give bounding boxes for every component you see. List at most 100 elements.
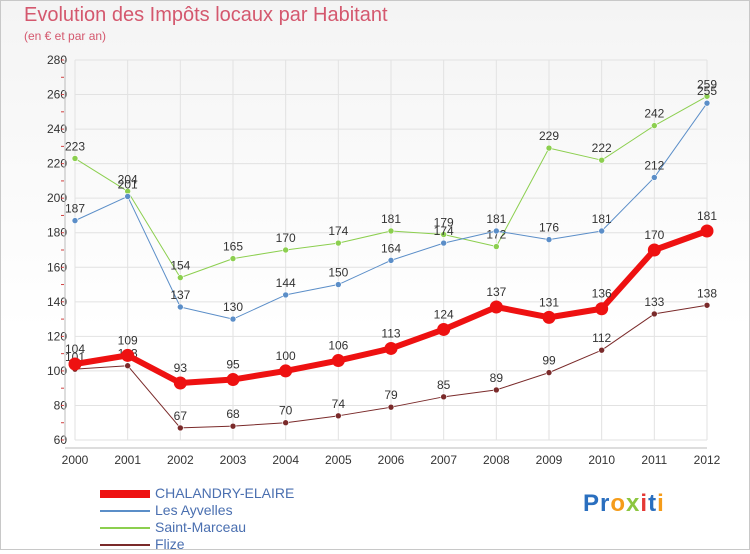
data-label-chalandry-elaire: 109: [118, 333, 138, 347]
x-tick-label: 2001: [114, 453, 141, 467]
data-point-les-ayvelles: [124, 193, 131, 200]
y-tick-label: 260: [47, 88, 67, 102]
data-label-saint-marceau: 154: [170, 259, 190, 273]
data-label-chalandry-elaire: 100: [276, 349, 296, 363]
legend-label: Saint-Marceau: [155, 519, 247, 535]
data-label-flize: 112: [592, 331, 611, 345]
logo-letter: r: [600, 490, 611, 517]
data-point-flize: [229, 422, 237, 430]
logo-letter: P: [583, 490, 601, 517]
x-tick-label: 2010: [588, 453, 615, 467]
data-point-saint-marceau: [493, 243, 500, 250]
chart-title: Evolution des Impôts locaux par Habitant: [24, 4, 388, 26]
data-label-saint-marceau: 165: [223, 240, 243, 254]
y-tick-label: 220: [47, 157, 67, 171]
data-point-les-ayvelles: [229, 315, 237, 323]
data-point-flize: [387, 403, 395, 411]
data-label-flize: 70: [279, 404, 293, 418]
data-label-flize: 138: [697, 286, 717, 300]
data-point-chalandry-elaire: [384, 341, 398, 355]
data-point-chalandry-elaire: [68, 357, 82, 371]
data-point-chalandry-elaire: [647, 243, 661, 257]
data-point-saint-marceau: [598, 156, 605, 164]
data-point-chalandry-elaire: [595, 302, 609, 316]
data-label-chalandry-elaire: 93: [174, 361, 188, 375]
data-point-les-ayvelles: [703, 99, 711, 107]
data-point-flize: [335, 412, 342, 420]
data-label-les-ayvelles: 255: [697, 84, 717, 98]
data-point-chalandry-elaire: [279, 364, 293, 378]
data-label-chalandry-elaire: 104: [65, 342, 85, 356]
legend-label: CHALANDRY-ELAIRE: [155, 485, 295, 501]
legend-label: Flize: [155, 536, 185, 552]
y-tick-label: 120: [47, 329, 67, 343]
y-tick-label: 140: [47, 295, 67, 309]
data-point-flize: [598, 346, 605, 354]
data-point-flize: [651, 310, 658, 318]
data-label-flize: 68: [226, 407, 240, 421]
y-tick-label: 80: [54, 398, 68, 412]
legend-swatch: [100, 490, 150, 498]
data-point-chalandry-elaire: [173, 376, 187, 390]
data-point-chalandry-elaire: [489, 300, 503, 314]
data-point-saint-marceau: [71, 155, 79, 162]
data-label-saint-marceau: 170: [276, 231, 296, 245]
data-label-saint-marceau: 223: [65, 139, 85, 153]
data-point-flize: [177, 424, 184, 432]
data-label-chalandry-elaire: 181: [697, 209, 717, 223]
data-label-les-ayvelles: 137: [170, 288, 190, 302]
data-label-flize: 89: [490, 371, 504, 385]
x-tick-label: 2000: [62, 453, 89, 467]
data-point-les-ayvelles: [71, 217, 79, 224]
data-label-les-ayvelles: 144: [276, 276, 296, 290]
legend-swatch: [100, 544, 150, 546]
data-point-saint-marceau: [703, 92, 711, 100]
y-tick-label: 60: [54, 433, 68, 447]
x-tick-label: 2009: [536, 453, 563, 467]
chart-subtitle: (en € et par an): [24, 29, 107, 43]
data-point-saint-marceau: [229, 255, 237, 262]
data-point-les-ayvelles: [282, 291, 289, 299]
data-point-flize: [124, 362, 131, 370]
logo-letter: x: [626, 490, 641, 517]
data-label-les-ayvelles: 150: [328, 266, 348, 280]
data-label-saint-marceau: 259: [697, 77, 717, 91]
data-label-saint-marceau: 242: [644, 107, 664, 121]
data-label-saint-marceau: 174: [328, 224, 348, 238]
data-label-flize: 85: [437, 378, 451, 392]
data-point-les-ayvelles: [387, 257, 395, 264]
data-label-les-ayvelles: 164: [381, 241, 401, 255]
data-point-les-ayvelles: [440, 239, 447, 247]
data-point-chalandry-elaire: [226, 373, 240, 387]
data-label-flize: 67: [174, 409, 188, 423]
data-point-flize: [703, 301, 711, 309]
data-point-les-ayvelles: [651, 174, 658, 181]
data-label-chalandry-elaire: 113: [381, 326, 400, 340]
proxiti-logo: Proxiti: [583, 490, 665, 518]
x-tick-label: 2011: [641, 453, 667, 467]
data-label-chalandry-elaire: 124: [434, 307, 454, 321]
data-label-chalandry-elaire: 170: [644, 228, 664, 242]
data-point-saint-marceau: [651, 122, 658, 129]
legend-swatch: [100, 527, 150, 529]
data-point-les-ayvelles: [335, 281, 342, 288]
data-label-saint-marceau: 222: [592, 141, 612, 155]
data-point-chalandry-elaire: [331, 354, 345, 368]
y-tick-label: 280: [47, 53, 67, 67]
data-point-chalandry-elaire: [542, 310, 556, 324]
x-tick-label: 2012: [694, 453, 721, 467]
data-label-flize: 133: [644, 295, 664, 309]
x-tick-label: 2008: [483, 453, 510, 467]
data-point-saint-marceau: [545, 144, 553, 152]
data-point-flize: [545, 369, 553, 376]
legend-label: Les Ayvelles: [155, 502, 233, 518]
data-label-saint-marceau: 229: [539, 129, 559, 143]
data-label-chalandry-elaire: 136: [592, 287, 612, 301]
data-point-flize: [440, 393, 447, 401]
data-label-flize: 74: [332, 397, 346, 411]
data-label-les-ayvelles: 181: [592, 212, 612, 226]
y-tick-label: 100: [47, 364, 67, 378]
data-label-chalandry-elaire: 131: [539, 295, 559, 309]
data-point-les-ayvelles: [493, 227, 500, 235]
